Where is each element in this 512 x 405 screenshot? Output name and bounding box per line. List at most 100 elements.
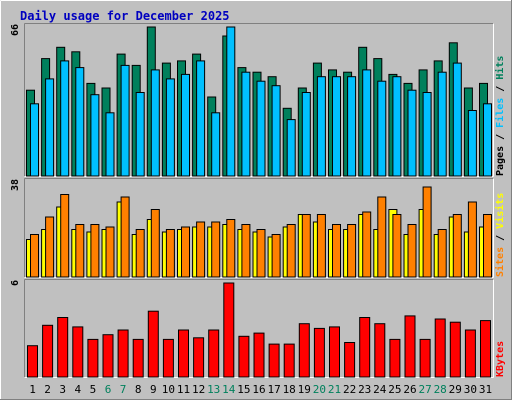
bar-kbytes-day-22	[344, 342, 356, 378]
bar-files-day-11	[181, 73, 190, 177]
x-tick-label-day-24: 24	[373, 383, 387, 396]
bar-kbytes-day-24	[374, 323, 386, 378]
bar-sites-day-16	[256, 229, 266, 278]
bar-kbytes-day-1	[27, 345, 38, 378]
bar-sites-day-24	[377, 196, 387, 278]
bar-kbytes-day-12	[193, 337, 205, 378]
panel-max-label: 38	[10, 179, 21, 191]
bar-sites-day-12	[196, 221, 206, 278]
bar-sites-day-29	[452, 214, 462, 278]
x-tick-label-day-30: 30	[464, 383, 477, 396]
bar-kbytes-day-30	[464, 329, 476, 378]
chart-title: Daily usage for December 2025	[20, 9, 230, 23]
bar-kbytes-day-29	[449, 321, 461, 378]
legend-files: Files	[494, 98, 506, 128]
x-tick-label-day-28: 28	[434, 383, 447, 396]
bar-files-day-8	[135, 92, 145, 177]
x-tick-label-day-2: 2	[44, 383, 51, 396]
panel-sites-visits: 38 Sites / Visits	[10, 178, 506, 278]
x-tick-label-day-5: 5	[90, 383, 97, 396]
bar-files-day-13	[211, 112, 221, 177]
bar-sites-day-13	[211, 221, 221, 278]
bar-files-day-31	[483, 103, 492, 177]
panel-hits-files-pages: 66 Pages / Files / Hits	[10, 23, 506, 177]
bar-kbytes-day-16	[253, 332, 265, 378]
bar-kbytes-day-18	[283, 343, 295, 378]
panel-max-label: 6	[10, 280, 21, 286]
bar-files-day-28	[437, 71, 447, 177]
legend-pages: Pages	[495, 146, 506, 176]
bar-kbytes-day-13	[208, 329, 220, 378]
bar-kbytes-day-17	[268, 343, 280, 378]
bar-sites-day-28	[437, 229, 447, 278]
bar-kbytes-day-23	[359, 317, 371, 378]
bar-sites-day-4	[75, 224, 85, 278]
bar-files-day-5	[90, 94, 100, 177]
bar-sites-day-15	[241, 224, 251, 278]
bar-kbytes-day-25	[389, 338, 401, 378]
bar-files-day-16	[256, 80, 266, 177]
legend-visits: Visits	[494, 193, 506, 229]
legend-kbytes: KBytes	[495, 341, 506, 377]
bar-files-day-20	[316, 76, 326, 177]
bar-files-day-24	[377, 80, 387, 177]
x-tick-label-day-29: 29	[449, 383, 462, 396]
x-tick-label-day-9: 9	[150, 383, 157, 396]
bar-files-day-2	[45, 78, 55, 177]
bar-files-day-21	[332, 76, 341, 177]
bar-sites-day-14	[226, 219, 236, 278]
bar-files-day-9	[150, 69, 160, 177]
bar-sites-day-1	[30, 234, 39, 278]
x-tick-label-day-17: 17	[267, 383, 280, 396]
x-tick-label-day-10: 10	[162, 383, 175, 396]
x-tick-label-day-21: 21	[328, 383, 341, 396]
legend-separator: /	[495, 128, 506, 146]
bar-sites-day-30	[467, 201, 477, 278]
panel-legend: Pages / Files / Hits	[494, 56, 506, 176]
x-tick-label-day-18: 18	[283, 383, 296, 396]
x-tick-label-day-12: 12	[192, 383, 205, 396]
bar-kbytes-day-7	[117, 329, 129, 378]
bar-kbytes-day-26	[404, 315, 416, 378]
bar-files-day-3	[60, 60, 70, 177]
panel-legend: KBytes	[495, 341, 506, 377]
bar-sites-day-7	[120, 196, 130, 278]
bar-kbytes-day-28	[434, 318, 446, 378]
legend-hits: Hits	[494, 56, 506, 80]
bar-files-day-7	[120, 64, 130, 177]
bar-kbytes-day-9	[147, 310, 159, 378]
chart-panels: 66 Pages / Files / Hits 38 Sites / Visits 6 K…	[10, 23, 506, 378]
bar-files-day-14	[226, 26, 236, 177]
bar-kbytes-day-14	[223, 282, 235, 378]
bar-kbytes-day-11	[178, 329, 189, 378]
bar-kbytes-day-19	[298, 323, 310, 378]
bar-kbytes-day-8	[132, 338, 144, 378]
bar-files-day-10	[165, 78, 175, 177]
x-tick-label-day-15: 15	[237, 383, 250, 396]
bar-sites-day-10	[165, 229, 175, 278]
bar-sites-day-20	[316, 214, 326, 278]
bar-files-day-23	[362, 69, 372, 177]
bar-sites-day-17	[271, 234, 281, 278]
legend-separator: /	[495, 229, 506, 247]
legend-separator: /	[495, 80, 506, 98]
bar-sites-day-31	[483, 214, 492, 278]
bar-sites-day-9	[150, 209, 160, 278]
bar-files-day-15	[241, 71, 251, 177]
bar-kbytes-day-4	[72, 326, 84, 378]
bar-files-day-17	[271, 85, 281, 177]
bar-kbytes-day-10	[162, 338, 174, 378]
bar-files-day-22	[347, 76, 357, 177]
bar-files-day-27	[422, 92, 432, 177]
bar-sites-day-19	[301, 214, 311, 278]
x-tick-label-day-8: 8	[135, 383, 142, 396]
legend-sites: Sites	[494, 247, 506, 277]
x-tick-label-day-26: 26	[403, 383, 416, 396]
panel-legend: Sites / Visits	[494, 193, 506, 277]
x-tick-label-day-22: 22	[343, 383, 356, 396]
bar-sites-day-6	[105, 226, 115, 278]
bar-files-day-4	[75, 67, 85, 177]
bar-sites-day-23	[362, 211, 372, 278]
bar-sites-day-2	[45, 216, 55, 278]
